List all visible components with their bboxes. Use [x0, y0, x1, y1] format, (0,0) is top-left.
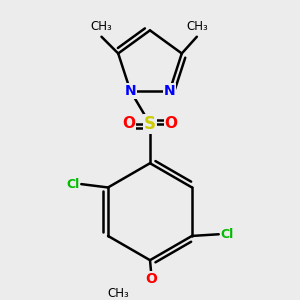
- Text: N: N: [164, 84, 176, 98]
- Text: Cl: Cl: [220, 228, 234, 241]
- Text: O: O: [123, 116, 136, 131]
- Text: N: N: [124, 84, 136, 98]
- Text: O: O: [164, 116, 177, 131]
- Text: CH₃: CH₃: [186, 20, 208, 33]
- Text: Cl: Cl: [66, 178, 80, 190]
- Text: CH₃: CH₃: [107, 287, 129, 300]
- Text: O: O: [146, 272, 158, 286]
- Text: S: S: [144, 115, 156, 133]
- Text: CH₃: CH₃: [91, 20, 112, 33]
